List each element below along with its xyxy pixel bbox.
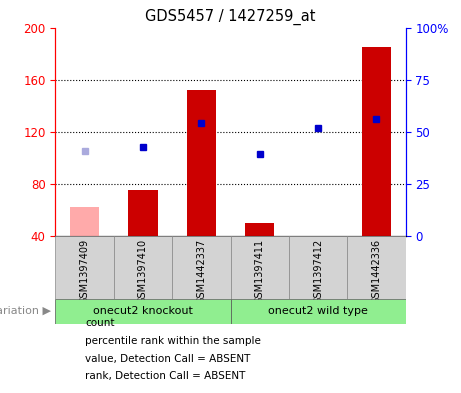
Bar: [55, 236, 114, 299]
Text: GSM1397409: GSM1397409: [79, 239, 89, 304]
Bar: [128, 190, 158, 236]
Text: percentile rank within the sample: percentile rank within the sample: [85, 336, 261, 346]
Text: count: count: [85, 318, 115, 329]
Text: value, Detection Call = ABSENT: value, Detection Call = ABSENT: [85, 354, 251, 364]
Text: GSM1442337: GSM1442337: [196, 239, 207, 304]
Bar: [347, 236, 406, 299]
Title: GDS5457 / 1427259_at: GDS5457 / 1427259_at: [145, 9, 316, 25]
Bar: [172, 236, 230, 299]
Text: onecut2 wild type: onecut2 wild type: [268, 307, 368, 316]
Text: GSM1397411: GSM1397411: [254, 239, 265, 304]
Bar: [187, 90, 216, 236]
Bar: [114, 236, 172, 299]
Text: rank, Detection Call = ABSENT: rank, Detection Call = ABSENT: [85, 371, 246, 382]
Bar: [362, 47, 391, 236]
Bar: [230, 299, 406, 324]
Bar: [230, 236, 289, 299]
Bar: [289, 236, 347, 299]
Bar: [70, 207, 99, 236]
Text: onecut2 knockout: onecut2 knockout: [93, 307, 193, 316]
Bar: [55, 299, 230, 324]
Text: GSM1442336: GSM1442336: [372, 239, 382, 304]
Text: GSM1397410: GSM1397410: [138, 239, 148, 304]
Text: genotype/variation ▶: genotype/variation ▶: [0, 307, 51, 316]
Text: GSM1397412: GSM1397412: [313, 239, 323, 304]
Bar: [245, 223, 274, 236]
